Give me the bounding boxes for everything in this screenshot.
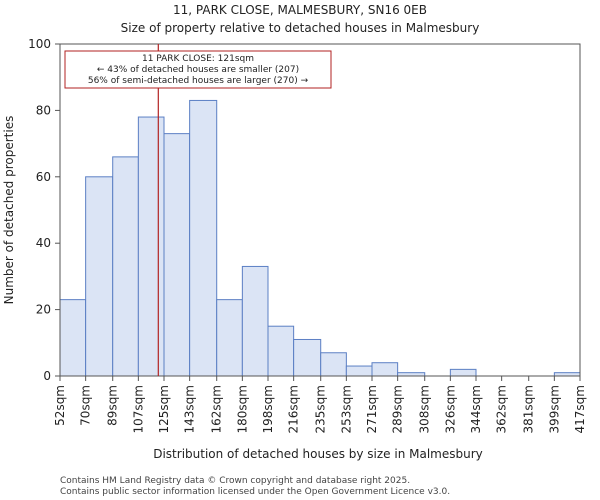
plot-frame — [59, 43, 581, 377]
x-tick-label: 381sqm — [522, 385, 536, 433]
chart-subtitle: Size of property relative to detached ho… — [121, 21, 480, 35]
x-tick-label: 344sqm — [469, 385, 483, 433]
y-tick-label: 100 — [28, 37, 51, 51]
bar-180sqm — [241, 265, 269, 377]
x-tick-label: 89sqm — [106, 385, 120, 426]
x-tick-label: 235sqm — [314, 385, 328, 433]
x-tick-label: 289sqm — [391, 385, 405, 433]
y-tick-label: 20 — [36, 303, 51, 317]
bar-143sqm — [189, 99, 218, 377]
x-tick-label: 198sqm — [261, 385, 275, 433]
x-tick-label: 70sqm — [79, 385, 93, 426]
y-tick-label: 60 — [36, 170, 51, 184]
x-tick-label: 253sqm — [339, 385, 353, 433]
bar-271sqm — [371, 362, 399, 377]
x-tick-label: 417sqm — [573, 385, 587, 433]
x-tick-label: 362sqm — [495, 385, 509, 433]
footer-line-2: Contains public sector information licen… — [60, 487, 450, 497]
bar-326sqm — [449, 368, 477, 377]
y-axis-ticks: 0 20 40 60 80 100 — [28, 37, 60, 383]
x-tick-label: 180sqm — [235, 385, 249, 433]
annotation-line-2: ← 43% of detached houses are smaller (20… — [97, 65, 299, 75]
x-tick-label: 162sqm — [210, 385, 224, 433]
bar-162sqm — [216, 299, 243, 377]
x-tick-label: 143sqm — [183, 385, 197, 433]
x-tick-label: 107sqm — [131, 385, 145, 433]
x-tick-label: 52sqm — [53, 385, 67, 426]
annotation-box — [64, 50, 332, 89]
x-tick-label: 271sqm — [365, 385, 379, 433]
bar-253sqm — [345, 365, 373, 377]
bar-52sqm — [59, 299, 87, 377]
x-tick-label: 216sqm — [287, 385, 301, 433]
x-tick-label: 125sqm — [157, 385, 171, 433]
x-tick-label: 326sqm — [443, 385, 457, 433]
annotation-line-3: 56% of semi-detached houses are larger (… — [88, 76, 309, 86]
y-tick-label: 0 — [43, 369, 51, 383]
x-axis-ticks: 52sqm 70sqm 89sqm 107sqm 125sqm 143sqm 162sqm 1… — [53, 376, 587, 433]
x-tick-label: 308sqm — [418, 385, 432, 433]
annotation-line-1: 11 PARK CLOSE: 121sqm — [142, 54, 254, 64]
bar-70sqm — [85, 176, 114, 377]
bar-125sqm — [163, 133, 191, 377]
y-tick-label: 80 — [36, 103, 51, 117]
y-tick-label: 40 — [36, 236, 51, 250]
chart-title: 11, PARK CLOSE, MALMESBURY, SN16 0EB — [173, 3, 427, 17]
bar-216sqm — [293, 338, 322, 377]
bar-198sqm — [267, 325, 295, 377]
bar-89sqm — [112, 156, 139, 377]
footer-line-1: Contains HM Land Registry data © Crown c… — [60, 476, 410, 486]
bars-group — [59, 99, 581, 377]
x-tick-label: 399sqm — [547, 385, 561, 433]
bar-107sqm — [137, 116, 165, 377]
bar-235sqm — [320, 352, 347, 377]
y-axis-label: Number of detached properties — [2, 116, 16, 305]
x-axis-label: Distribution of detached houses by size … — [153, 447, 483, 461]
